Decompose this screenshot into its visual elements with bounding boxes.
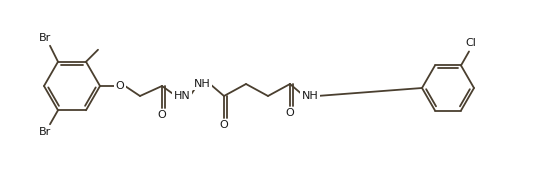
Text: HN: HN bbox=[174, 91, 190, 101]
Text: Br: Br bbox=[39, 33, 51, 43]
Text: NH: NH bbox=[302, 91, 318, 101]
Text: O: O bbox=[220, 120, 228, 130]
Text: Cl: Cl bbox=[466, 39, 477, 48]
Text: O: O bbox=[286, 108, 294, 118]
Text: NH: NH bbox=[193, 79, 210, 89]
Text: O: O bbox=[158, 110, 166, 120]
Text: Br: Br bbox=[39, 127, 51, 137]
Text: O: O bbox=[116, 81, 124, 91]
